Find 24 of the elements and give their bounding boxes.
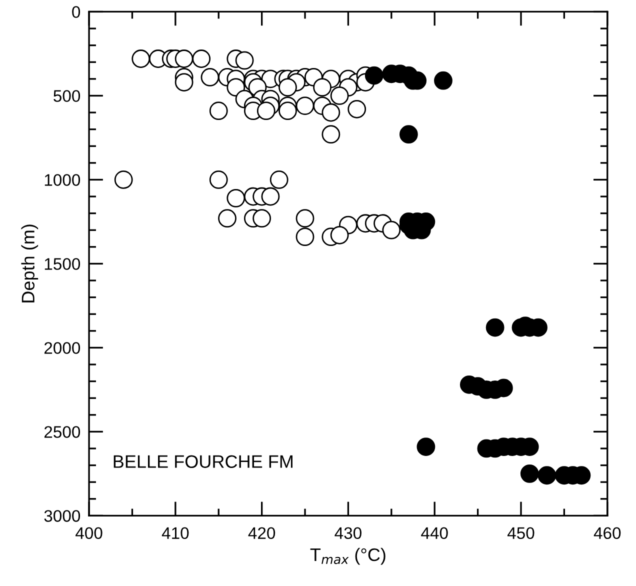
x-tick-label: 410 [162,527,189,540]
point [416,438,436,456]
y-tick-label: 1500 [44,258,80,270]
point [434,71,452,90]
x-tick-label: 440 [421,527,448,540]
y-tick-label: 2500 [44,426,80,438]
x-tick-label: 420 [248,527,276,540]
annotation: BELLE FOURCHE FM [114,455,292,468]
point [399,125,418,144]
y-tick-label: 0 [72,6,80,18]
y-tick-label: 500 [54,90,80,102]
x-tick-label: 430 [334,527,362,540]
point [486,318,504,337]
y-tick-label: 1000 [44,174,80,186]
y-tick-label: 3000 [44,510,80,522]
y-tick-label: 2000 [44,342,80,354]
point [520,464,539,483]
x-axis-title: T$_{max}$ (°C) [310,548,386,565]
point [364,66,384,85]
x-tick-label: 400 [76,527,102,540]
point [538,466,556,485]
x-tick-label: 450 [507,527,534,540]
y-axis-title: Depth (m) [21,224,38,302]
x-tick-label: 460 [594,527,621,540]
